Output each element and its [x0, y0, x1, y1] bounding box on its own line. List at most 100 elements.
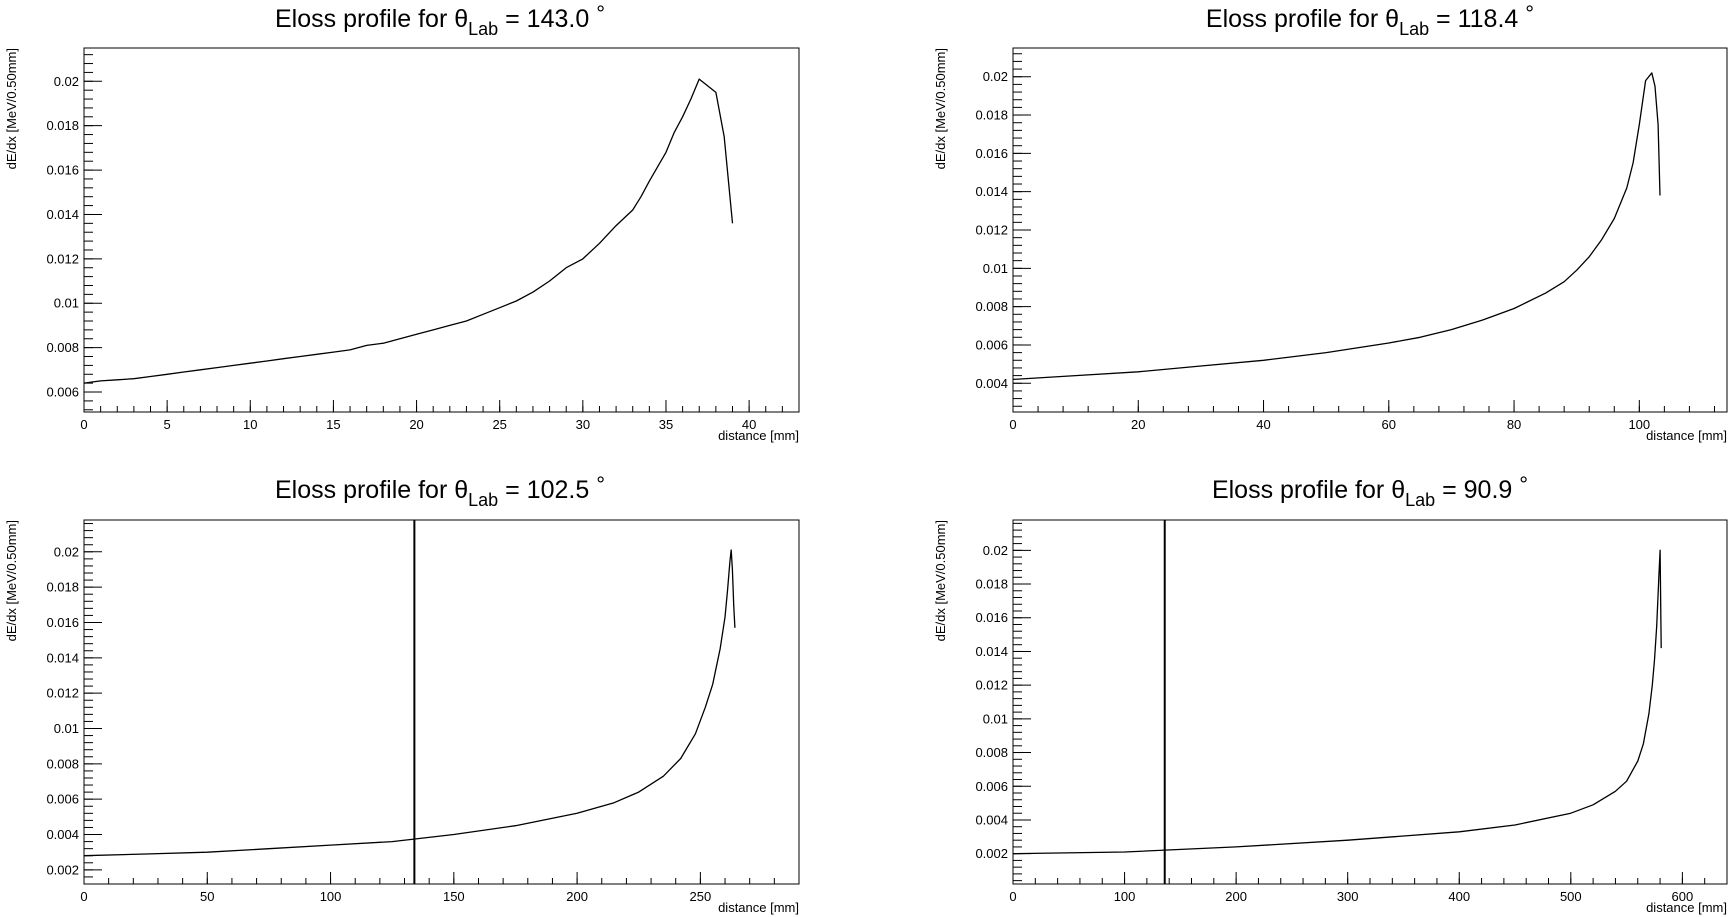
y-tick-label: 0.016	[975, 146, 1008, 161]
y-tick-label: 0.02	[54, 544, 79, 559]
x-tick-label: 50	[200, 889, 214, 904]
x-tick-label: 100	[1114, 889, 1136, 904]
y-tick-label: 0.008	[975, 299, 1008, 314]
chart-title: Eloss profile for θLab = 90.9 °	[1212, 472, 1528, 510]
title-text: Eloss profile for	[1206, 5, 1385, 33]
eloss-series-line	[83, 549, 736, 857]
x-tick-label: 35	[659, 417, 673, 432]
y-tick-label: 0.02	[54, 74, 79, 89]
x-tick-label: 25	[492, 417, 506, 432]
chart-title: Eloss profile for θLab = 118.4 °	[1206, 1, 1534, 39]
x-tick-label: 0	[80, 889, 87, 904]
x-tick-label: 200	[566, 889, 588, 904]
y-tick-label: 0.014	[975, 644, 1008, 659]
y-tick-label: 0.01	[983, 261, 1008, 276]
y-tick-label: 0.006	[975, 337, 1008, 352]
x-tick-label: 400	[1448, 889, 1470, 904]
y-tick-label: 0.014	[975, 184, 1008, 199]
chart-panel-1: Eloss profile for θLab = 143.0 ° 0 5 10 15 20…	[4, 1, 800, 443]
y-tick-label: 0.01	[983, 711, 1008, 726]
y-tick-label: 0.002	[975, 846, 1008, 861]
title-symbol: θ	[1391, 476, 1405, 504]
eloss-series-line	[83, 78, 734, 384]
x-tick-label: 250	[690, 889, 712, 904]
title-subscript: Lab	[1399, 19, 1429, 39]
x-tick-label: 20	[409, 417, 423, 432]
title-unit: °	[596, 472, 605, 497]
y-tick-label: 0.006	[975, 779, 1008, 794]
title-text: Eloss profile for	[275, 5, 454, 33]
y-tick-label: 0.012	[46, 686, 79, 701]
y-tick-label: 0.018	[46, 118, 79, 133]
chart-title: Eloss profile for θLab = 102.5 °	[275, 472, 605, 510]
y-tick-label: 0.018	[975, 577, 1008, 592]
x-tick-label: 200	[1225, 889, 1247, 904]
y-tick-label: 0.01	[54, 296, 79, 311]
x-tick-label: 40	[1256, 417, 1270, 432]
y-tick-label: 0.012	[46, 251, 79, 266]
y-tick-label: 0.012	[975, 678, 1008, 693]
title-value: = 118.4	[1429, 5, 1525, 33]
x-tick-label: 20	[1131, 417, 1145, 432]
y-axis-label: dE/dx [MeV/0.50mm]	[933, 520, 948, 641]
x-axis-label: distance [mm]	[718, 428, 799, 443]
title-unit: °	[1519, 472, 1528, 497]
y-tick-label: 0.018	[975, 108, 1008, 123]
y-axis-label: dE/dx [MeV/0.50mm]	[4, 48, 19, 169]
title-unit: °	[596, 1, 605, 26]
y-axis-label: dE/dx [MeV/0.50mm]	[933, 48, 948, 169]
y-tick-label: 0.008	[46, 756, 79, 771]
y-tick-label: 0.01	[54, 721, 79, 736]
chart-panel-4: Eloss profile for θLab = 90.9 ° 0 100 200 30…	[933, 472, 1728, 915]
y-tick-label: 0.006	[46, 792, 79, 807]
x-tick-label: 150	[443, 889, 465, 904]
title-symbol: θ	[454, 476, 468, 504]
y-tick-label: 0.016	[46, 163, 79, 178]
plot-frame	[83, 47, 800, 413]
y-tick-label: 0.014	[46, 650, 79, 665]
y-tick-label: 0.004	[46, 827, 79, 842]
y-tick-label: 0.004	[975, 812, 1008, 827]
x-tick-label: 0	[1009, 889, 1016, 904]
y-tick-label: 0.002	[46, 862, 79, 877]
title-symbol: θ	[454, 5, 468, 33]
x-tick-label: 60	[1382, 417, 1396, 432]
x-tick-label: 300	[1337, 889, 1359, 904]
x-axis-label: distance [mm]	[1646, 428, 1727, 443]
x-tick-label: 80	[1507, 417, 1521, 432]
chart-panel-3: Eloss profile for θLab = 102.5 ° 0 50 100 15…	[4, 472, 800, 915]
title-text: Eloss profile for	[1212, 476, 1391, 504]
y-tick-label: 0.014	[46, 207, 79, 222]
title-unit: °	[1525, 1, 1534, 26]
y-tick-label: 0.02	[983, 69, 1008, 84]
y-tick-label: 0.018	[46, 580, 79, 595]
x-tick-label: 15	[326, 417, 340, 432]
x-tick-label: 500	[1560, 889, 1582, 904]
x-tick-label: 100	[320, 889, 342, 904]
y-tick-label: 0.016	[46, 615, 79, 630]
plot-frame	[83, 519, 800, 885]
title-text: Eloss profile for	[275, 476, 454, 504]
y-axis-label: dE/dx [MeV/0.50mm]	[4, 520, 19, 641]
x-tick-label: 0	[80, 417, 87, 432]
y-tick-label: 0.008	[46, 340, 79, 355]
title-symbol: θ	[1385, 5, 1399, 33]
y-tick-label: 0.016	[975, 610, 1008, 625]
title-value: = 90.9	[1435, 476, 1519, 504]
chart-title: Eloss profile for θLab = 143.0 °	[275, 1, 605, 39]
title-subscript: Lab	[468, 490, 498, 510]
y-tick-label: 0.008	[975, 745, 1008, 760]
eloss-series-line	[1012, 549, 1662, 855]
x-tick-label: 10	[243, 417, 257, 432]
title-value: = 102.5	[498, 476, 596, 504]
chart-panel-2: Eloss profile for θLab = 118.4 ° 0 20 40 60 8…	[933, 1, 1728, 443]
x-tick-label: 100	[1628, 417, 1650, 432]
y-tick-label: 0.004	[975, 376, 1008, 391]
x-tick-label: 600	[1672, 889, 1694, 904]
y-tick-label: 0.02	[983, 543, 1008, 558]
title-subscript: Lab	[468, 19, 498, 39]
y-tick-label: 0.012	[975, 223, 1008, 238]
x-tick-label: 40	[742, 417, 756, 432]
x-tick-label: 30	[576, 417, 590, 432]
